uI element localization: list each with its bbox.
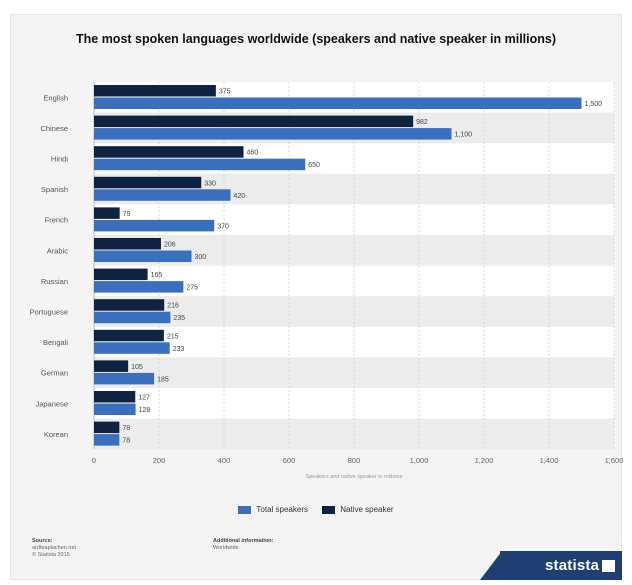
category-label: Hindi <box>51 155 68 164</box>
statista-logo[interactable] <box>500 551 622 580</box>
value-label-total: 78 <box>122 438 130 445</box>
value-label-native: 215 <box>167 333 179 340</box>
legend-label-total: Total speakers <box>256 505 308 514</box>
additional-info-line: Worldwide <box>213 545 239 551</box>
bar-native <box>94 207 120 219</box>
value-label-native: 78 <box>122 425 130 432</box>
value-label-total: 370 <box>217 223 229 230</box>
bar-total <box>94 158 306 171</box>
category-label: Chinese <box>40 124 68 133</box>
value-label-total: 1,500 <box>585 101 603 108</box>
bar-native <box>94 176 202 189</box>
value-label-total: 235 <box>173 315 185 322</box>
value-label-total: 275 <box>186 285 198 292</box>
value-label-native: 127 <box>138 395 150 402</box>
category-label: English <box>43 93 68 102</box>
legend-swatch-native <box>322 505 336 514</box>
category-label: Spanish <box>41 185 68 194</box>
value-label-total: 1,100 <box>455 132 473 139</box>
bar-native <box>94 360 129 372</box>
value-label-native: 206 <box>164 242 176 249</box>
x-axis-label: Speakers and native speaker in millions <box>306 474 403 480</box>
bar-native <box>94 146 244 158</box>
bar-total <box>94 403 136 415</box>
value-label-native: 165 <box>151 272 163 279</box>
value-label-total: 650 <box>308 162 320 169</box>
category-label: German <box>41 369 68 378</box>
category-label: Russian <box>41 277 68 286</box>
x-tick-label: 400 <box>218 456 231 465</box>
bar-total <box>94 128 452 140</box>
category-label: Japanese <box>35 399 68 408</box>
legend: Total speakers Native speaker <box>0 505 632 516</box>
value-label-native: 982 <box>416 119 428 126</box>
bar-total <box>94 434 120 446</box>
legend-swatch-total <box>238 505 252 514</box>
value-label-total: 185 <box>157 376 169 383</box>
bar-native <box>94 391 136 403</box>
x-tick-label: 1,000 <box>410 456 429 465</box>
x-tick-label: 1,200 <box>475 456 494 465</box>
x-tick-label: 1,600 <box>605 456 624 465</box>
bar-native <box>94 268 148 281</box>
x-tick-label: 0 <box>92 456 96 465</box>
bar-total <box>94 250 192 262</box>
legend-item-native[interactable]: Native speaker <box>322 505 394 514</box>
additional-info-block: Additional information: Worldwide <box>213 538 274 552</box>
bar-total <box>94 342 170 354</box>
category-label: Bengali <box>43 338 68 347</box>
x-tick-label: 200 <box>153 456 166 465</box>
bar-total <box>94 311 171 324</box>
value-label-native: 460 <box>247 150 259 157</box>
logo-wedge <box>480 551 502 580</box>
source-block: Source: ardteaplachen.net © Statista 201… <box>32 538 76 559</box>
x-tick-label: 600 <box>283 456 296 465</box>
value-label-native: 330 <box>204 180 216 187</box>
value-label-native: 375 <box>219 89 231 96</box>
value-label-native: 216 <box>167 303 179 310</box>
source-line-1[interactable]: ardteaplachen.net <box>32 545 77 551</box>
value-label-total: 420 <box>234 193 246 200</box>
legend-label-native: Native speaker <box>340 505 394 514</box>
statista-logo-text: statista <box>545 557 600 574</box>
bar-native <box>94 85 216 97</box>
category-label: Portuguese <box>30 308 68 317</box>
value-label-total: 300 <box>195 254 207 261</box>
value-label-native: 105 <box>131 364 143 371</box>
category-label: Arabic <box>47 246 69 255</box>
value-label-native: 79 <box>123 211 131 218</box>
x-tick-label: 800 <box>348 456 361 465</box>
bar-total <box>94 281 184 293</box>
bar-total <box>94 97 582 109</box>
value-label-total: 128 <box>139 407 151 414</box>
source-heading: Source: <box>32 538 53 544</box>
additional-info-heading: Additional information: <box>213 538 274 544</box>
source-line-2: © Statista 2015 <box>32 552 70 558</box>
category-label: Korean <box>44 430 68 439</box>
value-label-total: 233 <box>173 346 185 353</box>
legend-item-total[interactable]: Total speakers <box>238 505 308 514</box>
bar-total <box>94 219 215 232</box>
bar-total <box>94 189 231 201</box>
bar-native <box>94 115 414 128</box>
chart-title: The most spoken languages worldwide (spe… <box>76 32 556 46</box>
bar-native <box>94 421 120 434</box>
x-tick-label: 1,400 <box>540 456 559 465</box>
bar-native <box>94 299 165 311</box>
category-label: French <box>45 216 68 225</box>
bar-native <box>94 329 164 342</box>
bar-total <box>94 372 155 385</box>
statista-logo-icon <box>602 560 615 572</box>
bar-native <box>94 238 161 250</box>
